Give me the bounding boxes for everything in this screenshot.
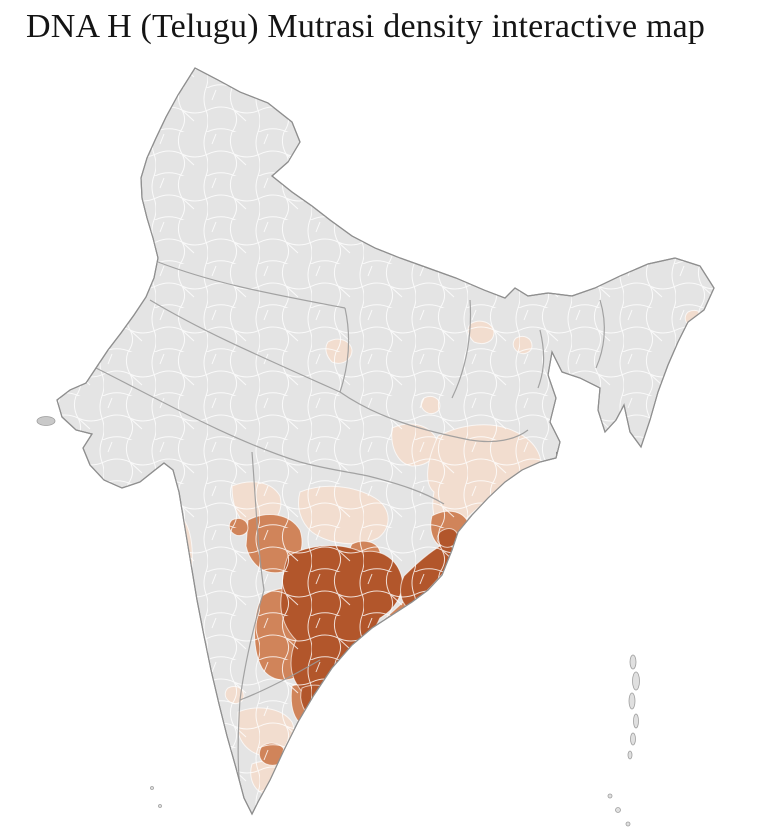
district-region[interactable] [684,309,705,329]
district-region[interactable] [228,517,249,537]
district-region[interactable] [250,760,289,795]
district-region[interactable] [556,448,574,470]
island-region[interactable] [630,732,636,746]
density-high-regions[interactable] [280,528,459,719]
island-region[interactable] [607,793,613,799]
national-outline [56,67,715,816]
island-region[interactable] [627,750,633,760]
india-base-region[interactable] [56,67,715,816]
district-region[interactable] [297,738,327,764]
page-title: DNA H (Telugu) Mutrasi density interacti… [26,8,706,45]
island-region[interactable] [629,654,637,670]
island-region[interactable] [615,807,621,813]
island-region[interactable] [632,671,640,691]
district-region[interactable] [300,684,339,719]
island-region[interactable] [633,713,639,729]
island-region[interactable] [158,804,162,808]
district-region[interactable] [325,338,353,364]
district-region[interactable] [467,320,495,345]
island-districts[interactable] [36,416,640,827]
district-region[interactable] [224,685,245,705]
district-region[interactable] [420,395,441,415]
island-region[interactable] [150,786,154,790]
india-landmass[interactable] [56,67,715,816]
district-region[interactable] [512,335,533,355]
district-region[interactable] [280,545,403,703]
island-region[interactable] [625,821,631,827]
district-region[interactable] [436,528,459,548]
island-region[interactable] [36,416,56,426]
island-region[interactable] [628,692,636,710]
urban-district-region[interactable] [556,448,574,470]
